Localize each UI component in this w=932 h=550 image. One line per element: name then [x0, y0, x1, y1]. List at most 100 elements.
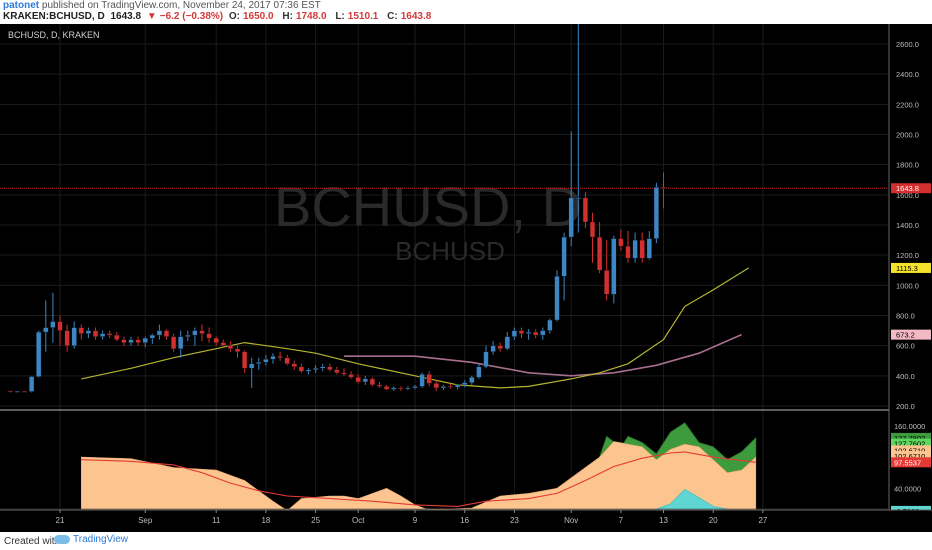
candle-body[interactable]	[220, 342, 226, 346]
candle-body[interactable]	[589, 221, 596, 238]
candle-body[interactable]	[398, 387, 404, 390]
candle-body[interactable]	[170, 336, 177, 349]
candle-body[interactable]	[234, 348, 241, 352]
candle-body[interactable]	[426, 374, 432, 384]
candle-body[interactable]	[213, 337, 219, 343]
candle-body[interactable]	[50, 321, 56, 328]
candle-body[interactable]	[355, 377, 361, 383]
candle-body[interactable]	[78, 327, 84, 334]
candle-body[interactable]	[36, 331, 42, 377]
candle-body[interactable]	[320, 366, 326, 369]
candle-body[interactable]	[327, 366, 333, 370]
candle-body[interactable]	[92, 330, 99, 337]
price-tick-label: 2000.0	[896, 131, 919, 140]
candle-body[interactable]	[419, 374, 425, 387]
candle-body[interactable]	[85, 330, 92, 334]
candle-body[interactable]	[263, 359, 269, 363]
candle-body[interactable]	[64, 330, 70, 346]
candle-body[interactable]	[142, 337, 148, 343]
candle-body[interactable]	[185, 334, 191, 337]
candle-body[interactable]	[57, 321, 63, 331]
candle-body[interactable]	[256, 362, 262, 364]
candle-body[interactable]	[433, 383, 439, 389]
candle-body[interactable]	[440, 386, 447, 389]
candle-body[interactable]	[625, 245, 631, 259]
candle-body[interactable]	[632, 239, 638, 259]
candle-body[interactable]	[618, 238, 624, 247]
candle-body[interactable]	[199, 330, 205, 334]
candle-body[interactable]	[547, 319, 553, 331]
candle-body[interactable]	[490, 345, 496, 352]
candle-body[interactable]	[497, 345, 503, 349]
candle-body[interactable]	[192, 330, 198, 336]
candle-body[interactable]	[29, 376, 35, 392]
candle-body[interactable]	[99, 333, 106, 337]
candle-body[interactable]	[21, 391, 28, 393]
candle-body[interactable]	[14, 391, 21, 393]
candle-body[interactable]	[554, 276, 560, 321]
candle-body[interactable]	[405, 387, 411, 390]
candle-body[interactable]	[163, 330, 170, 337]
candle-body[interactable]	[362, 378, 368, 383]
candle-body[interactable]	[348, 374, 354, 378]
candle-body[interactable]	[391, 387, 397, 390]
candle-body[interactable]	[518, 330, 525, 334]
candle-body[interactable]	[376, 384, 383, 387]
candle-body[interactable]	[135, 339, 141, 343]
candle-body[interactable]	[533, 331, 539, 336]
candle-body[interactable]	[178, 336, 184, 349]
candle-body[interactable]	[575, 197, 581, 200]
candle-body[interactable]	[249, 363, 255, 369]
candle-body[interactable]	[412, 386, 418, 389]
chart-area[interactable]: BCHUSD, D BCHUSD BCHUSD, D, KRAKEN 200.0…	[0, 12, 932, 532]
candle-body[interactable]	[476, 366, 482, 378]
candle-body[interactable]	[384, 386, 390, 390]
candle-body[interactable]	[469, 377, 475, 383]
candle-body[interactable]	[43, 327, 49, 333]
candle-body[interactable]	[71, 327, 77, 346]
candle-body[interactable]	[277, 356, 283, 358]
candle-body[interactable]	[639, 239, 645, 259]
author-link[interactable]: patonet	[3, 0, 40, 11]
candle-body[interactable]	[540, 330, 546, 336]
candle-body[interactable]	[561, 236, 567, 277]
candle-body[interactable]	[291, 363, 297, 367]
candle-body[interactable]	[597, 236, 603, 271]
candle-body[interactable]	[604, 270, 610, 295]
candle-body[interactable]	[582, 197, 589, 223]
candle-body[interactable]	[653, 187, 660, 239]
candle-body[interactable]	[611, 238, 617, 295]
candle-body[interactable]	[504, 336, 510, 349]
candle-body[interactable]	[121, 339, 127, 343]
symbol-label: KRAKEN:BCHUSD, D	[3, 11, 105, 22]
candle-body[interactable]	[341, 372, 347, 375]
candle-body[interactable]	[107, 333, 113, 336]
price-chart-svg[interactable]: BCHUSD, D BCHUSD BCHUSD, D, KRAKEN 200.0…	[0, 12, 932, 532]
candle-body[interactable]	[568, 197, 574, 238]
candle-body[interactable]	[227, 345, 234, 349]
candle-body[interactable]	[114, 334, 120, 340]
tradingview-link[interactable]: TradingView	[54, 534, 128, 545]
candle-body[interactable]	[305, 369, 312, 372]
candle-body[interactable]	[646, 238, 652, 259]
candle-body[interactable]	[206, 333, 212, 339]
candle-body[interactable]	[455, 384, 461, 388]
candle-body[interactable]	[447, 386, 454, 388]
candle-body[interactable]	[483, 351, 489, 367]
candle-body[interactable]	[334, 369, 340, 374]
candle-body[interactable]	[270, 356, 276, 360]
candle-body[interactable]	[156, 330, 163, 336]
candle-body[interactable]	[7, 390, 13, 393]
candle-body[interactable]	[660, 187, 667, 189]
candle-body[interactable]	[462, 382, 468, 386]
candle-body[interactable]	[149, 334, 155, 339]
candle-body[interactable]	[511, 330, 518, 337]
candle-body[interactable]	[128, 339, 134, 343]
candle-body[interactable]	[284, 357, 290, 364]
candle-body[interactable]	[526, 331, 532, 334]
oscillator-marker-label: 127.7602	[894, 440, 925, 449]
candle-body[interactable]	[369, 378, 376, 386]
candle-body[interactable]	[298, 366, 305, 372]
candle-body[interactable]	[313, 368, 319, 370]
candle-body[interactable]	[241, 351, 248, 369]
